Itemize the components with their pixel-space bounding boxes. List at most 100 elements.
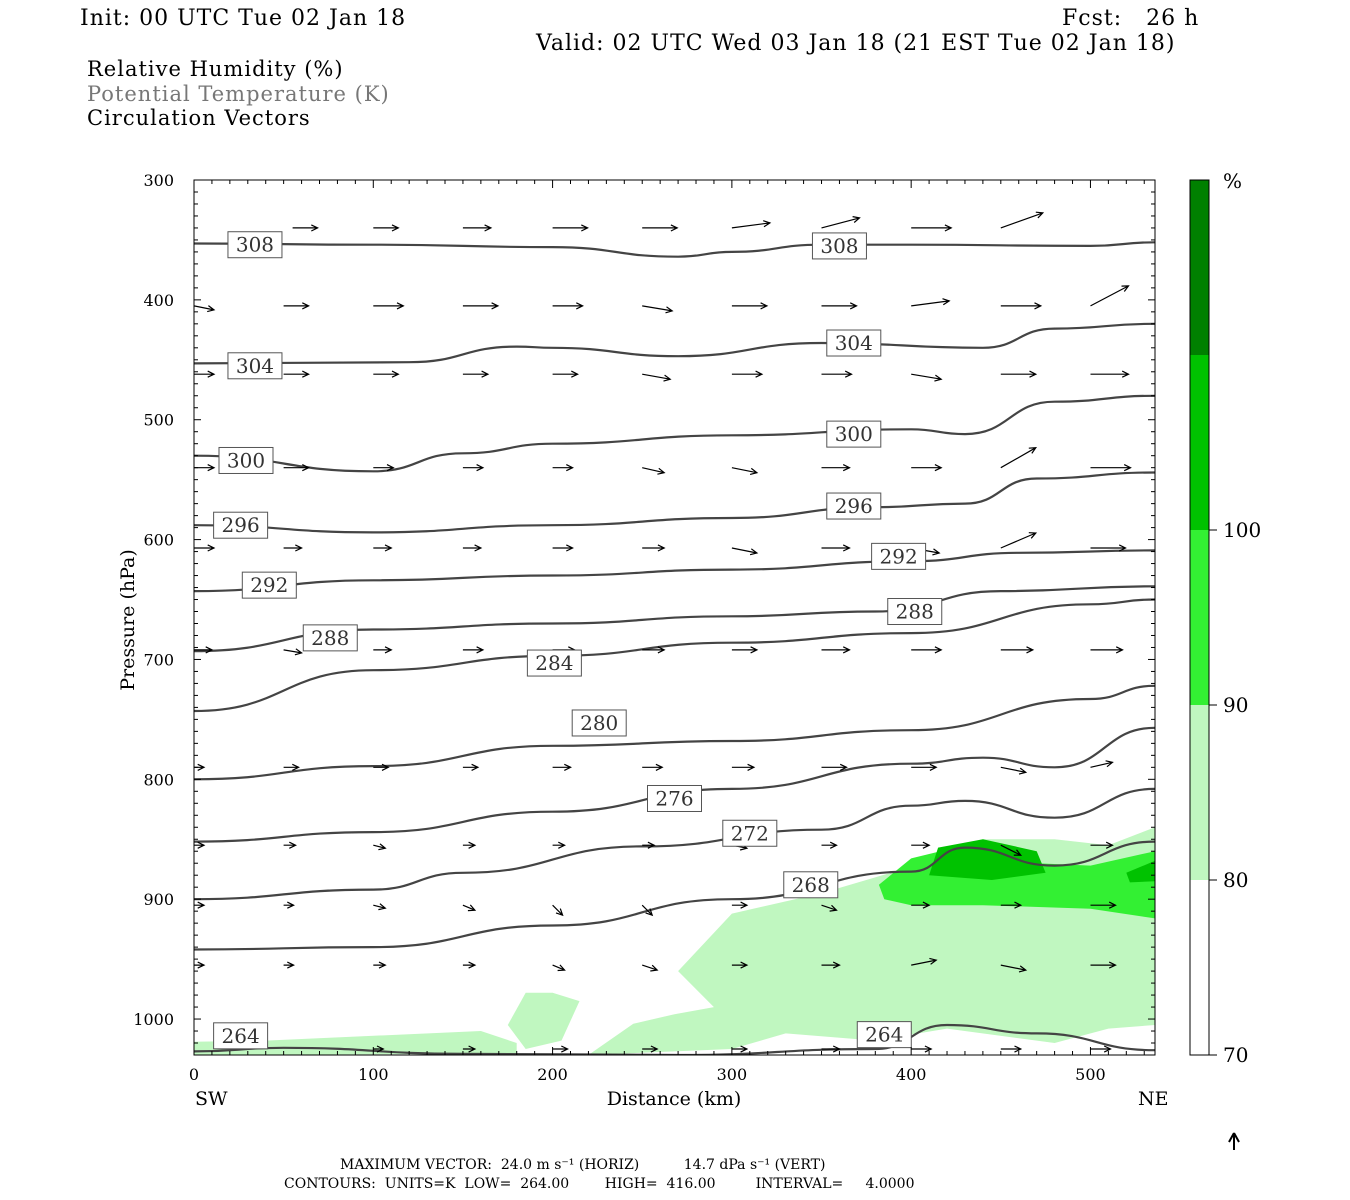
colorbar-segment [1190,705,1209,880]
theta-contour-296 [194,471,1155,534]
contour-label: 296 [222,513,260,537]
circulation-vector [642,646,666,654]
circulation-vector [1000,646,1035,654]
circulation-vector [911,464,943,472]
circulation-vector [283,464,310,472]
valid-time: Valid: 02 UTC Wed 03 Jan 18 (21 EST Tue … [536,31,1176,56]
circulation-vector [1090,901,1117,909]
colorbar-label: 100 [1223,518,1261,542]
reference-vector-icon [1228,1132,1240,1150]
circulation-vector [1090,760,1114,768]
contour-label: 292 [880,544,918,568]
circulation-vector [373,370,400,378]
circulation-vector [821,216,861,229]
contour-label: 272 [731,821,769,845]
circulation-vector [642,467,666,475]
circulation-vector [821,544,851,552]
circulation-vector [821,763,848,771]
circulation-vector [1090,544,1127,552]
contour-info-note: CONTOURS: UNITS=K LOW= 264.00 HIGH= 416.… [284,1176,915,1192]
theta-contour-292 [194,549,1155,593]
y-tick-label: 300 [143,171,174,190]
circulation-vector [283,961,295,969]
circulation-vector [283,763,300,771]
circulation-vector [911,841,931,849]
circulation-vector [194,646,214,654]
circulation-vector [642,305,674,314]
circulation-vector [911,901,931,909]
contour-label: 300 [227,448,265,472]
contour-label: 308 [820,234,858,258]
contour-label-box [826,420,882,448]
circulation-vector [462,370,490,378]
circulation-vector [283,901,295,909]
circulation-vector [194,961,206,969]
circulation-vector [1000,447,1038,469]
contour-label: 300 [835,422,873,446]
circulation-vector [911,298,951,307]
contour-label-box [647,784,702,812]
contour-label-box [826,492,882,520]
circulation-vector [1090,646,1124,654]
x-axis-title: Distance (km) [607,1088,742,1110]
circulation-vector [462,961,477,969]
y-tick-label: 1000 [133,1010,174,1029]
theta-contour-304 [194,322,1155,365]
circulation-vector [373,544,393,552]
circulation-vector [911,763,938,771]
circulation-vector [462,224,493,232]
circulation-vector [642,373,672,382]
circulation-vector [821,302,858,310]
circulation-vector [283,544,303,552]
circulation-vector [283,648,303,656]
circulation-vector [1000,844,1023,856]
plot-frame [193,179,1156,1056]
y-tick-label: 600 [143,531,174,550]
theta-contour-284 [194,598,1155,713]
theta-contour-276 [194,726,1155,843]
contour-label-box [218,446,274,474]
circulation-vector [552,841,566,849]
circulation-vector [731,901,749,909]
circulation-vector [731,220,772,229]
circulation-vector [373,763,390,771]
circulation-vector [283,370,310,378]
contour-label: 268 [792,873,830,897]
circulation-vector [1090,841,1114,849]
circulation-vector [552,964,566,972]
circulation-vector [462,544,483,552]
circulation-vector [642,224,679,232]
circulation-vector [552,302,584,310]
rh-region-70 [194,1031,517,1055]
circulation-vector [373,1045,385,1053]
colorbar-label: 70 [1223,1043,1248,1067]
contour-label: 284 [535,651,573,675]
circulation-vector [731,302,769,310]
circulation-vector [731,370,764,378]
circulation-vector [462,763,480,771]
contour-label-box [213,511,269,539]
circulation-vector [1090,1045,1112,1053]
theta-contour-308 [194,241,1155,258]
circulation-vector [1000,370,1038,378]
circulation-vector [1000,901,1023,909]
circulation-vector [731,961,749,969]
contour-label: 264 [222,1024,260,1048]
circulation-vector [731,467,759,475]
theta-contour-288 [194,585,1155,653]
circulation-vector [731,547,759,556]
axes: 300 400 500 600 700 800 900 1000 0 100 200 300 400 50… [133,171,1155,1084]
legend-relative-humidity: Relative Humidity (%) [87,57,344,81]
theta-contour-268 [194,840,1155,951]
circulation-vector [194,544,216,552]
circulation-vector [373,646,393,654]
circulation-vector [731,1045,749,1053]
x-tick-label: 100 [358,1065,389,1084]
contour-label: 296 [835,494,873,518]
y-tick-label: 500 [143,411,174,430]
circulation-vector [283,841,297,849]
contour-labels: 308 308 304 304 300 300 296 296 292 292 288 288 284 2… [213,231,943,1050]
circulation-vector [911,957,938,966]
circulation-vector [1090,285,1130,307]
circulation-vector [821,646,851,654]
